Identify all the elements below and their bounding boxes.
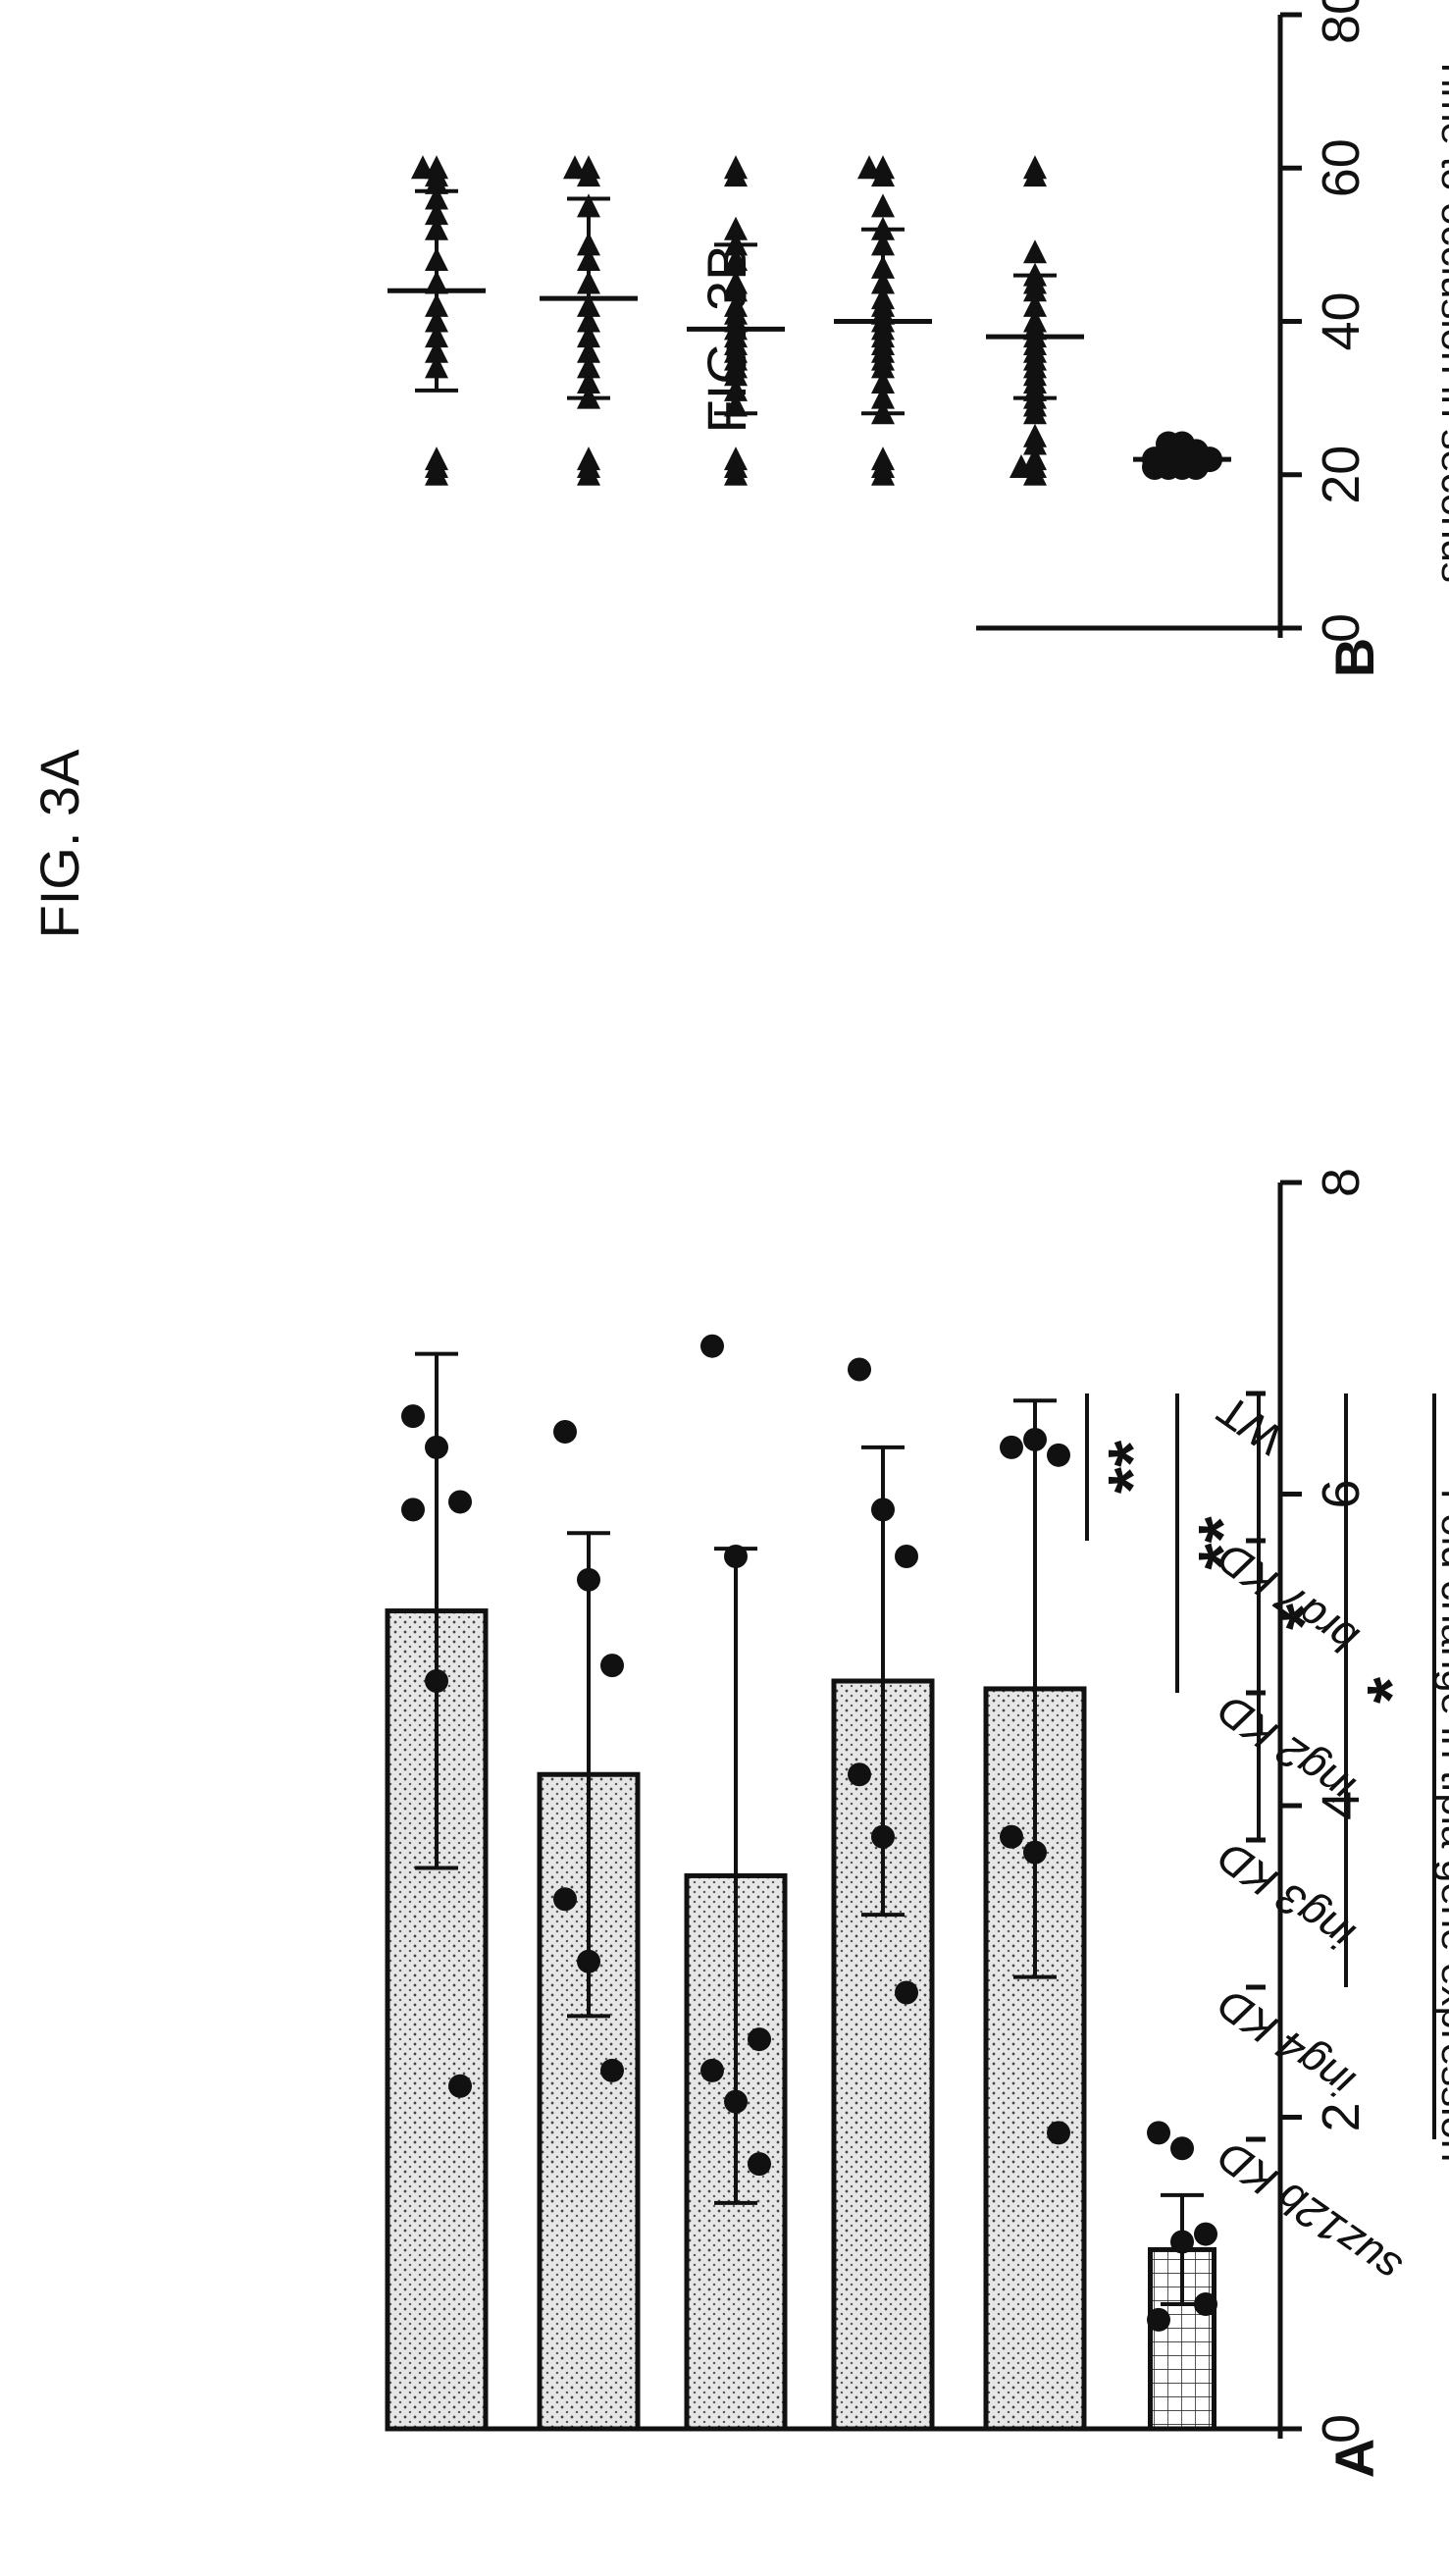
panel-a-tick-label: 2 (1312, 2102, 1371, 2131)
panel-b-data-point (871, 461, 895, 486)
panel-b-category-label: suz12b KD (1210, 2131, 1410, 2292)
panel-b-data-point (871, 193, 895, 218)
panel-a-data-point (724, 2089, 748, 2114)
panel-b-data-point (857, 155, 881, 180)
panel-b-data-point (577, 163, 600, 187)
panel-a-data-point (748, 2152, 771, 2177)
panel-a-data-point (848, 1762, 871, 1787)
panel-b-category-label: ing4 KD (1210, 1979, 1363, 2107)
panel-a-data-point (1047, 2121, 1070, 2145)
panel-a-data-point (448, 1490, 472, 1514)
panel-b-data-point (871, 163, 895, 187)
panel-a-title: FIG. 3A (28, 749, 90, 939)
panel-a-data-point (748, 2027, 771, 2052)
panel-a-data-point (1023, 1840, 1047, 1865)
panel-b-y-ticks: 0 20 40 60 80 (1280, 0, 1371, 643)
panel-a-tick-label: 8 (1312, 1168, 1371, 1197)
panel-a-significance-label: ** (1094, 1440, 1170, 1494)
panel-b-data-point (724, 216, 748, 240)
panel-a-tick-label: 4 (1312, 1791, 1371, 1820)
panel-a-bar-chart: FIG. 3A A Fold change in tfpia gene expr… (28, 749, 1449, 2478)
panel-b-label: B (1323, 638, 1385, 677)
panel-a-data-point (1000, 1435, 1023, 1459)
panel-b-tick-label: 60 (1312, 138, 1371, 197)
panel-b-groups (388, 155, 1231, 486)
panel-a-data-point (848, 1357, 871, 1382)
panel-a-data-point (448, 2074, 472, 2098)
panel-b-data-point (1023, 431, 1047, 455)
panel-a-data-point (871, 1498, 895, 1522)
panel-b-category-label: brd7 KD (1210, 1533, 1367, 1663)
panel-b-data-point (1023, 239, 1047, 264)
panel-a-data-point (1023, 1427, 1047, 1451)
panel-b-data-point (1009, 453, 1033, 478)
panel-b-tick-label: 80 (1312, 0, 1371, 44)
panel-b-data-point (724, 163, 748, 187)
panel-b-data-point (425, 461, 448, 486)
panel-a-significance: ********* (1085, 1393, 1449, 2139)
panel-a-data-point (1047, 1443, 1070, 1467)
panel-b-data-point (425, 170, 448, 194)
panel-a-label: A (1323, 2439, 1385, 2478)
panel-a-data-point (425, 1669, 448, 1693)
panel-a-data-point (1147, 2307, 1170, 2332)
panel-a-data-point (577, 1949, 600, 1973)
panel-a-data-point (700, 2058, 724, 2082)
panel-b-category-label: ing3 KD (1210, 1832, 1363, 1960)
panel-b-data-point (1023, 163, 1047, 187)
panel-b-data-point (1023, 461, 1047, 486)
panel-a-data-point (1170, 2230, 1194, 2254)
panel-a-tick-label: 6 (1312, 1479, 1371, 1508)
panel-b-tick-label: 20 (1312, 446, 1371, 504)
panel-a-data-point (1194, 2292, 1217, 2316)
panel-a-data-point (1000, 1824, 1023, 1849)
panel-a-bars (385, 1334, 1217, 2432)
panel-a-data-point (600, 2058, 624, 2082)
panel-b-data-point (577, 461, 600, 486)
panel-b-y-axis-label: Time to occlusion in seconds (1433, 55, 1449, 583)
panel-a-data-point (895, 1545, 918, 1568)
panel-a-data-point (895, 1980, 918, 2005)
panel-a-y-axis-label: Fold change in tfpia gene expression (1433, 1489, 1449, 2162)
panel-b-tick-label: 0 (1312, 613, 1371, 643)
panel-a-data-point (1170, 2136, 1194, 2161)
panel-b-data-point (563, 155, 587, 180)
panel-b-category-label: ing2 KD (1210, 1685, 1363, 1813)
panel-b-data-point (1023, 400, 1047, 425)
panel-a-data-point (553, 1887, 577, 1912)
panel-a-y-ticks: 0 2 4 6 8 (1280, 1168, 1371, 2444)
panel-a-data-point (1194, 2222, 1217, 2246)
panel-a-data-point (401, 1404, 425, 1429)
panel-a-significance-label: *** (1441, 1725, 1449, 1806)
panel-a-data-point (700, 1334, 724, 1358)
panel-a-data-point (871, 1824, 895, 1849)
panel-b-tick-label: 40 (1312, 291, 1371, 350)
panel-a-data-point (577, 1567, 600, 1592)
panel-a-significance-label: * (1353, 1676, 1429, 1704)
panel-b-data-point (411, 155, 435, 180)
panel-a-tick-label: 0 (1312, 2414, 1371, 2444)
panel-b-data-point (724, 461, 748, 486)
panel-a-data-point (1147, 2121, 1170, 2145)
panel-a-data-point (724, 1545, 748, 1568)
panel-a-data-point (600, 1654, 624, 1678)
panel-a-data-point (553, 1420, 577, 1444)
panel-a-data-point (401, 1498, 425, 1522)
panel-a-data-point (425, 1435, 448, 1459)
